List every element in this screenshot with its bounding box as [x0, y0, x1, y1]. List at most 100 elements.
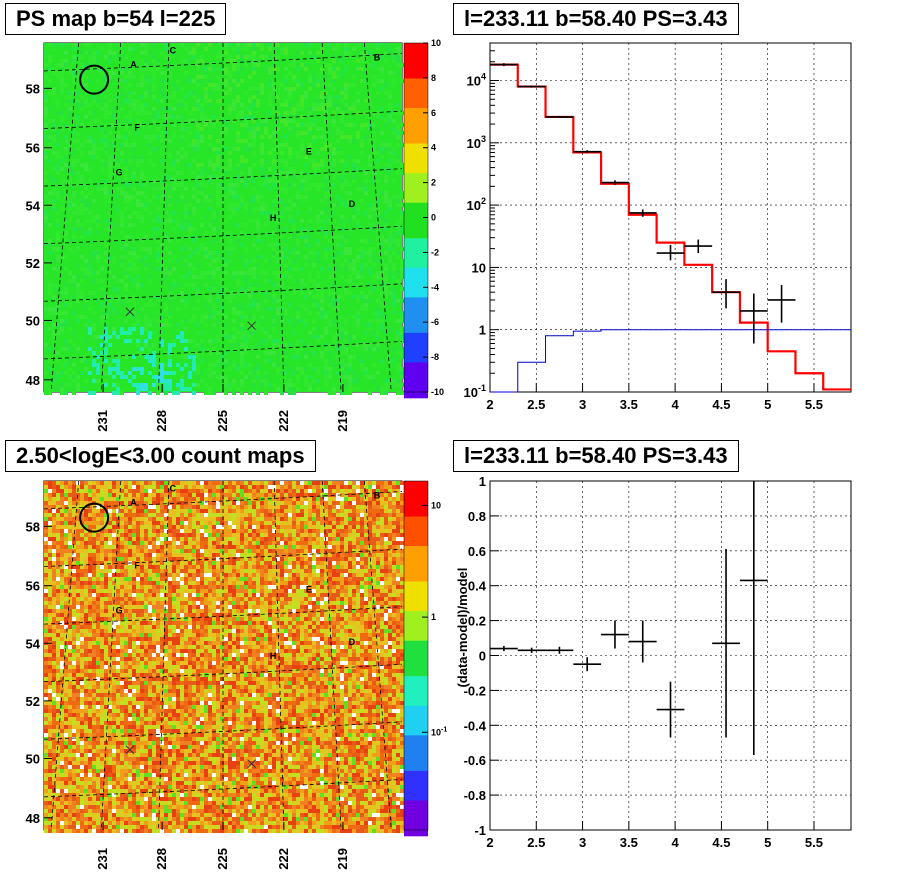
map-pixel [284, 135, 288, 139]
map-pixel [300, 513, 304, 517]
map-pixel [196, 175, 200, 179]
map-pixel [60, 147, 64, 151]
map-pixel [84, 525, 88, 529]
map-pixel [252, 521, 256, 525]
map-pixel [200, 187, 204, 191]
map-pixel [360, 501, 364, 505]
map-pixel [308, 331, 312, 335]
map-pixel [216, 99, 220, 103]
map-pixel [360, 271, 364, 275]
color-bar-segment [404, 285, 428, 292]
map-pixel [272, 517, 276, 521]
map-pixel [104, 183, 108, 187]
map-pixel [48, 529, 52, 533]
map-pixel [188, 255, 192, 259]
map-pixel [76, 347, 80, 351]
map-pixel [100, 167, 104, 171]
map-pixel [140, 259, 144, 263]
map-pixel [100, 91, 104, 95]
map-pixel [348, 107, 352, 111]
map-pixel [360, 143, 364, 147]
map-pixel [256, 517, 260, 521]
map-pixel [200, 315, 204, 319]
map-pixel [220, 167, 224, 171]
map-pixel [44, 195, 48, 199]
map-pixel [164, 513, 168, 517]
map-pixel [252, 291, 256, 295]
map-pixel [260, 47, 264, 51]
map-pixel [396, 47, 400, 51]
map-pixel [152, 67, 156, 71]
map-pixel [124, 87, 128, 91]
map-pixel [228, 533, 232, 537]
map-pixel [164, 87, 168, 91]
map-pixel [348, 501, 352, 505]
map-pixel [372, 533, 376, 537]
map-pixel [172, 107, 176, 111]
map-pixel [312, 75, 316, 79]
map-pixel [204, 517, 208, 521]
map-pixel [188, 521, 192, 525]
map-pixel [216, 175, 220, 179]
map-pixel [88, 307, 92, 311]
map-pixel [396, 239, 400, 243]
map-pixel [364, 509, 368, 513]
map-pixel [376, 151, 380, 155]
map-pixel [384, 199, 388, 203]
map-pixel [144, 355, 148, 359]
map-pixel [292, 529, 296, 533]
map-pixel [72, 143, 76, 147]
map-pixel [100, 47, 104, 51]
map-pixel [328, 367, 332, 371]
map-pixel [196, 167, 200, 171]
map-pixel [284, 505, 288, 509]
map-pixel [88, 505, 92, 509]
map-pixel [304, 497, 308, 501]
map-pixel [196, 363, 200, 367]
map-pixel [200, 59, 204, 63]
map-pixel [116, 279, 120, 283]
map-pixel [244, 351, 248, 355]
map-pixel [252, 207, 256, 211]
map-pixel [184, 223, 188, 227]
map-pixel [144, 303, 148, 307]
map-pixel [148, 275, 152, 279]
map-pixel [356, 167, 360, 171]
map-pixel [228, 513, 232, 517]
map-pixel [56, 533, 60, 537]
map-pixel [276, 147, 280, 151]
map-pixel [236, 79, 240, 83]
map-pixel [84, 247, 88, 251]
map-pixel [108, 371, 112, 375]
map-pixel [344, 391, 348, 395]
map-pixel [340, 481, 344, 485]
map-pixel [132, 279, 136, 283]
map-pixel [60, 119, 64, 123]
map-pixel [340, 199, 344, 203]
map-pixel [68, 279, 72, 283]
map-pixel [188, 505, 192, 509]
map-pixel [300, 533, 304, 537]
map-pixel [108, 175, 112, 179]
map-pixel [172, 517, 176, 521]
map-pixel [140, 111, 144, 115]
map-pixel [272, 327, 276, 331]
map-pixel [108, 51, 112, 55]
map-pixel [232, 167, 236, 171]
map-pixel [88, 295, 92, 299]
map-pixel [180, 147, 184, 151]
map-pixel [384, 315, 388, 319]
map-pixel [160, 283, 164, 287]
map-pixel [340, 175, 344, 179]
map-pixel [244, 363, 248, 367]
map-pixel [228, 103, 232, 107]
map-pixel [368, 179, 372, 183]
map-pixel [288, 517, 292, 521]
map-pixel [84, 485, 88, 489]
map-pixel [260, 151, 264, 155]
map-pixel [368, 155, 372, 159]
map-pixel [88, 187, 92, 191]
map-pixel [240, 537, 244, 541]
map-pixel [268, 95, 272, 99]
map-pixel [316, 529, 320, 533]
